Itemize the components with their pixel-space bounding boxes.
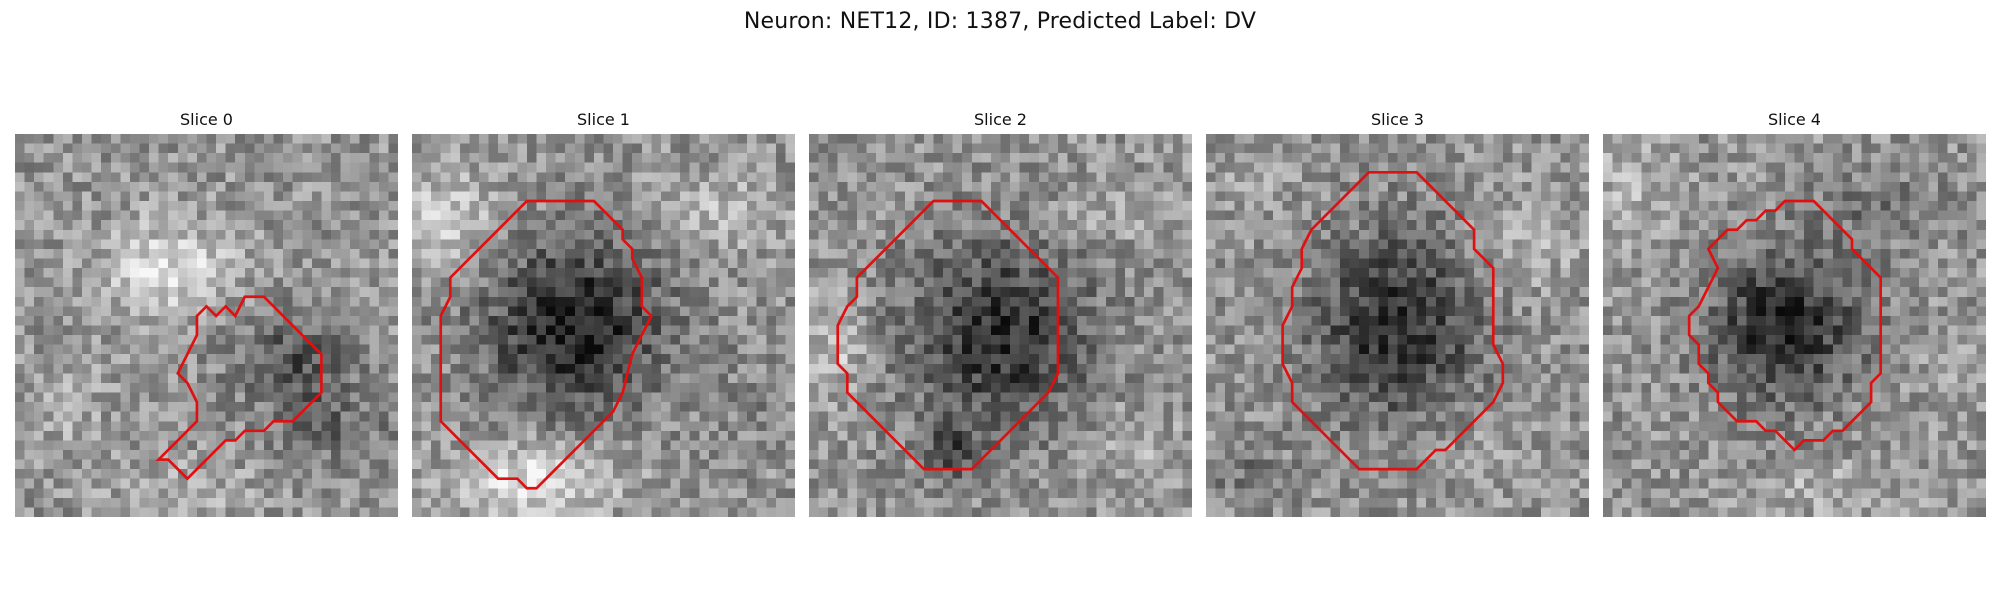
slice-panel-4: Slice 4 [1603,110,1986,520]
roi-contour-3 [1281,170,1505,471]
slice-image-4 [1603,134,1986,517]
slice-image-0 [15,134,398,517]
slice-image-2 [809,134,1192,517]
slice-panel-3: Slice 3 [1206,110,1589,520]
slice-image-3 [1206,134,1589,517]
slice-title-4: Slice 4 [1768,110,1821,129]
roi-contour-1 [439,199,654,490]
slice-panel-1: Slice 1 [412,110,795,520]
figure-title: Neuron: NET12, ID: 1387, Predicted Label… [743,9,1257,34]
roi-contour-4 [1687,199,1883,452]
slice-title-3: Slice 3 [1371,110,1424,129]
slice-title-0: Slice 0 [180,110,233,129]
slice-panel-2: Slice 2 [809,110,1192,520]
roi-contour-2 [836,199,1060,471]
slice-panel-0: Slice 0 [15,110,398,520]
slice-title-2: Slice 2 [974,110,1027,129]
roi-contour-0 [155,295,323,481]
slice-image-1 [412,134,795,517]
slice-title-1: Slice 1 [577,110,630,129]
